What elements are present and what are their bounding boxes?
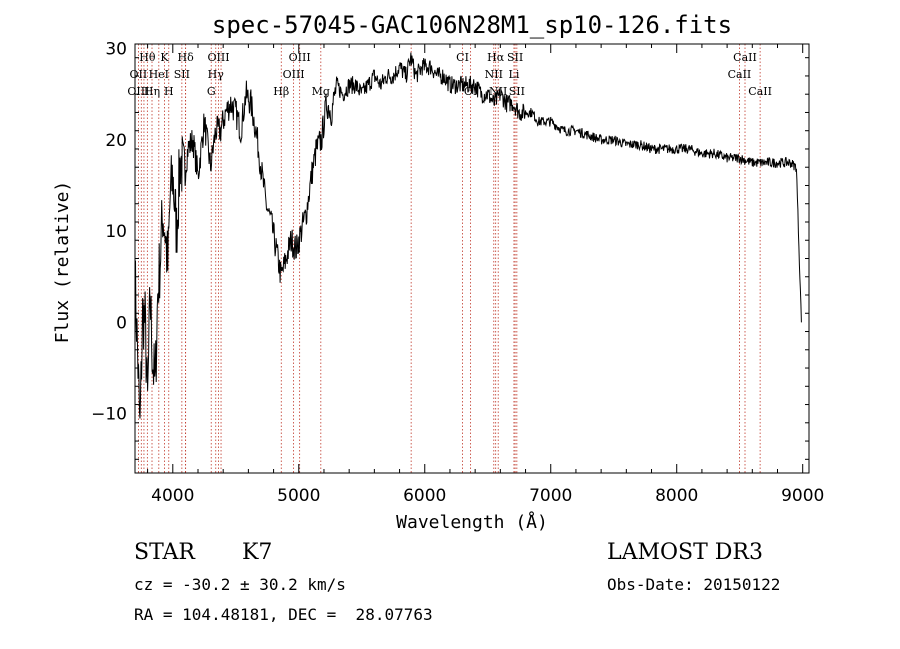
observation-date: Obs-Date: 20150122 xyxy=(607,575,781,594)
line-label-g-20: G xyxy=(207,85,216,98)
line-label-hγ-12: Hγ xyxy=(208,68,225,81)
y-axis: −10 0 10 20 30 xyxy=(91,40,809,460)
line-label-nii-24: NII xyxy=(489,85,507,98)
line-label-sii-7: SII xyxy=(507,51,523,64)
line-label-hθ-0: Hθ xyxy=(139,51,156,64)
line-label-hη-18: Hη xyxy=(144,85,160,98)
survey-name: LAMOST DR3 xyxy=(607,540,763,565)
y-tick-label: 30 xyxy=(105,40,127,60)
x-tick-label: 7000 xyxy=(529,486,572,506)
object-class: STAR xyxy=(134,540,195,565)
line-label-k-1: K xyxy=(160,51,169,64)
object-subclass: K7 xyxy=(242,540,273,565)
line-label-sii-25: SII xyxy=(509,85,525,98)
x-tick-label: 9000 xyxy=(781,486,824,506)
line-label-oii-9: OII xyxy=(130,68,148,81)
line-label-oiii-3: OIII xyxy=(207,51,229,64)
line-label-hβ-21: Hβ xyxy=(273,85,289,98)
line-label-oiii-4: OIII xyxy=(289,51,311,64)
y-tick-label: −10 xyxy=(91,405,127,425)
x-axis: 4000 5000 6000 7000 8000 9000 xyxy=(147,44,824,506)
line-label-h-19: H xyxy=(164,85,174,98)
line-label-sii-11: SII xyxy=(174,68,190,81)
y-axis-label: Flux (relative) xyxy=(52,181,73,344)
line-label-hei-10: HeI xyxy=(149,68,169,81)
x-tick-label: 4000 xyxy=(151,486,194,506)
chart-title: spec-57045-GAC106N28M1_sp10-126.fits xyxy=(212,11,732,39)
line-label-oiii-17: OIII xyxy=(127,85,149,98)
line-label-ci-5: CI xyxy=(456,51,469,64)
spectrum-line xyxy=(134,52,802,419)
line-label-hα-6: Hα xyxy=(487,51,505,64)
x-axis-label: Wavelength (Å) xyxy=(396,511,548,533)
line-label-oiii-13: OIII xyxy=(283,68,305,81)
coordinates: RA = 104.48181, DEC = 28.07763 xyxy=(134,605,433,624)
line-label-oi-23: OI xyxy=(464,85,477,98)
line-label-li-15: Li xyxy=(509,68,520,81)
line-label-nii-14: NII xyxy=(485,68,503,81)
x-tick-label: 8000 xyxy=(655,486,698,506)
line-label-caii-16: CaII xyxy=(728,68,752,81)
line-label-caii-26: CaII xyxy=(748,85,772,98)
line-label-hδ-2: Hδ xyxy=(178,51,195,64)
line-label-caii-8: CaII xyxy=(733,51,757,64)
y-tick-label: 10 xyxy=(105,222,127,242)
line-label-mg-22: Mg xyxy=(312,85,330,98)
y-tick-label: 0 xyxy=(116,313,127,333)
x-tick-label: 5000 xyxy=(277,486,320,506)
y-tick-label: 20 xyxy=(105,131,127,151)
redshift-cz: cz = -30.2 ± 30.2 km/s xyxy=(134,575,346,594)
x-tick-label: 6000 xyxy=(403,486,446,506)
